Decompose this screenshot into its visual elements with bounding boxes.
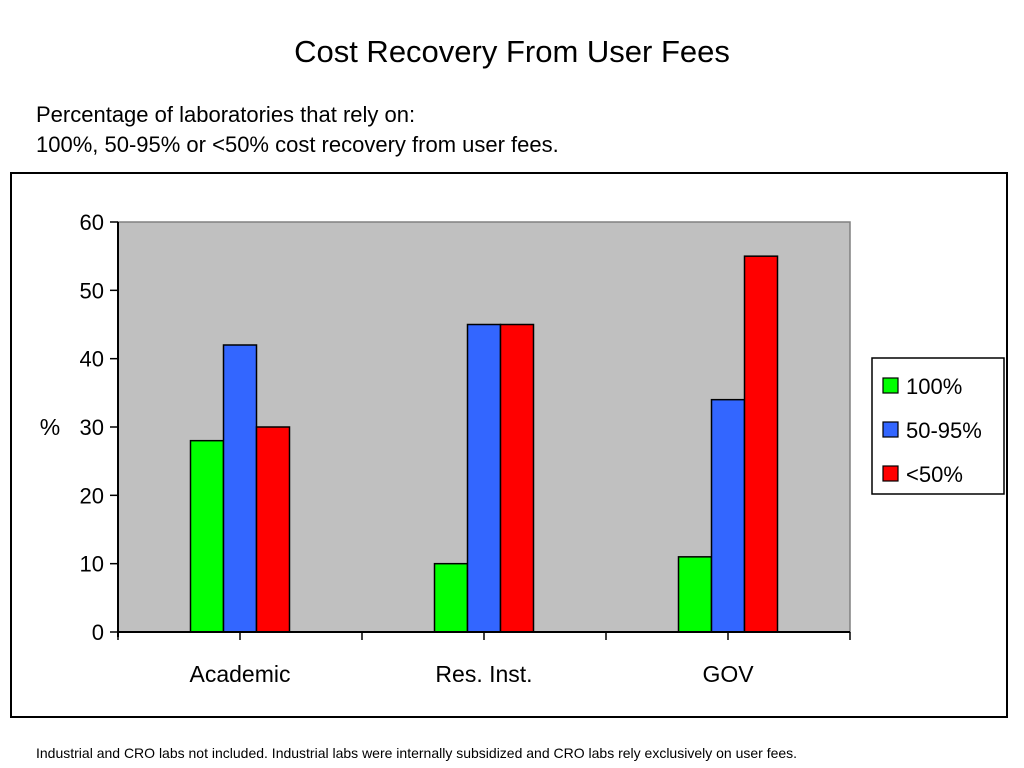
bar-50-95%	[222, 344, 258, 633]
x-tick-label: GOV	[702, 661, 754, 687]
y-tick-label: 20	[80, 483, 104, 508]
chart-frame: 0 10 20 30 40 50 60% Academic Res. Inst. GOV 100%…	[10, 172, 1008, 718]
bar-50-95%	[710, 398, 746, 633]
slide-title: Cost Recovery From User Fees	[294, 34, 730, 69]
bar-<50%	[499, 323, 535, 633]
y-tick-label: 60	[80, 210, 104, 235]
y-tick-label: 50	[80, 278, 104, 303]
bar-50-95%	[466, 323, 502, 633]
bar-<50%	[255, 426, 291, 633]
bar-<50%	[743, 255, 779, 633]
x-tick-label: Academic	[190, 661, 291, 687]
subtitle-line-2: 100%, 50-95% or <50% cost recovery from …	[36, 132, 559, 157]
legend-label: 50-95%	[906, 418, 982, 443]
legend-label: 100%	[906, 374, 962, 399]
y-tick-label: 30	[80, 415, 104, 440]
y-tick-label: 40	[80, 347, 104, 372]
y-axis-label: %	[40, 414, 60, 440]
bar-chart: 0 10 20 30 40 50 60% Academic Res. Inst. GOV 100%…	[40, 210, 1005, 687]
subtitle-line-1: Percentage of laboratories that rely on:	[36, 102, 416, 127]
legend-label: <50%	[906, 462, 963, 487]
bar-100%	[189, 439, 225, 633]
y-tick-label: 10	[80, 552, 104, 577]
footnote: Industrial and CRO labs not included. In…	[36, 745, 798, 761]
x-tick-label: Res. Inst.	[435, 661, 532, 687]
legend-swatch-100%	[882, 377, 899, 394]
legend-swatch-50-95%	[882, 421, 899, 438]
bar-100%	[677, 556, 713, 633]
legend-swatch-<50%	[882, 465, 899, 482]
y-tick-label: 0	[92, 620, 104, 645]
subtitle: Percentage of laboratories that rely on:…	[36, 100, 559, 160]
bar-100%	[433, 562, 469, 633]
